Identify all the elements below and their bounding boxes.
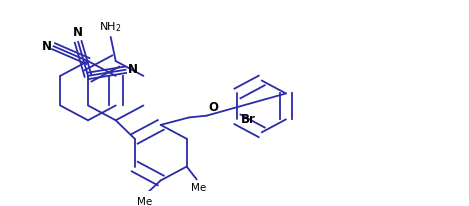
Text: Me: Me (137, 197, 152, 206)
Text: O: O (209, 101, 219, 114)
Text: Me: Me (191, 183, 206, 193)
Text: N: N (42, 40, 52, 53)
Text: NH$_2$: NH$_2$ (99, 20, 122, 34)
Text: Br: Br (241, 113, 255, 126)
Text: N: N (128, 63, 137, 76)
Text: N: N (73, 26, 83, 39)
